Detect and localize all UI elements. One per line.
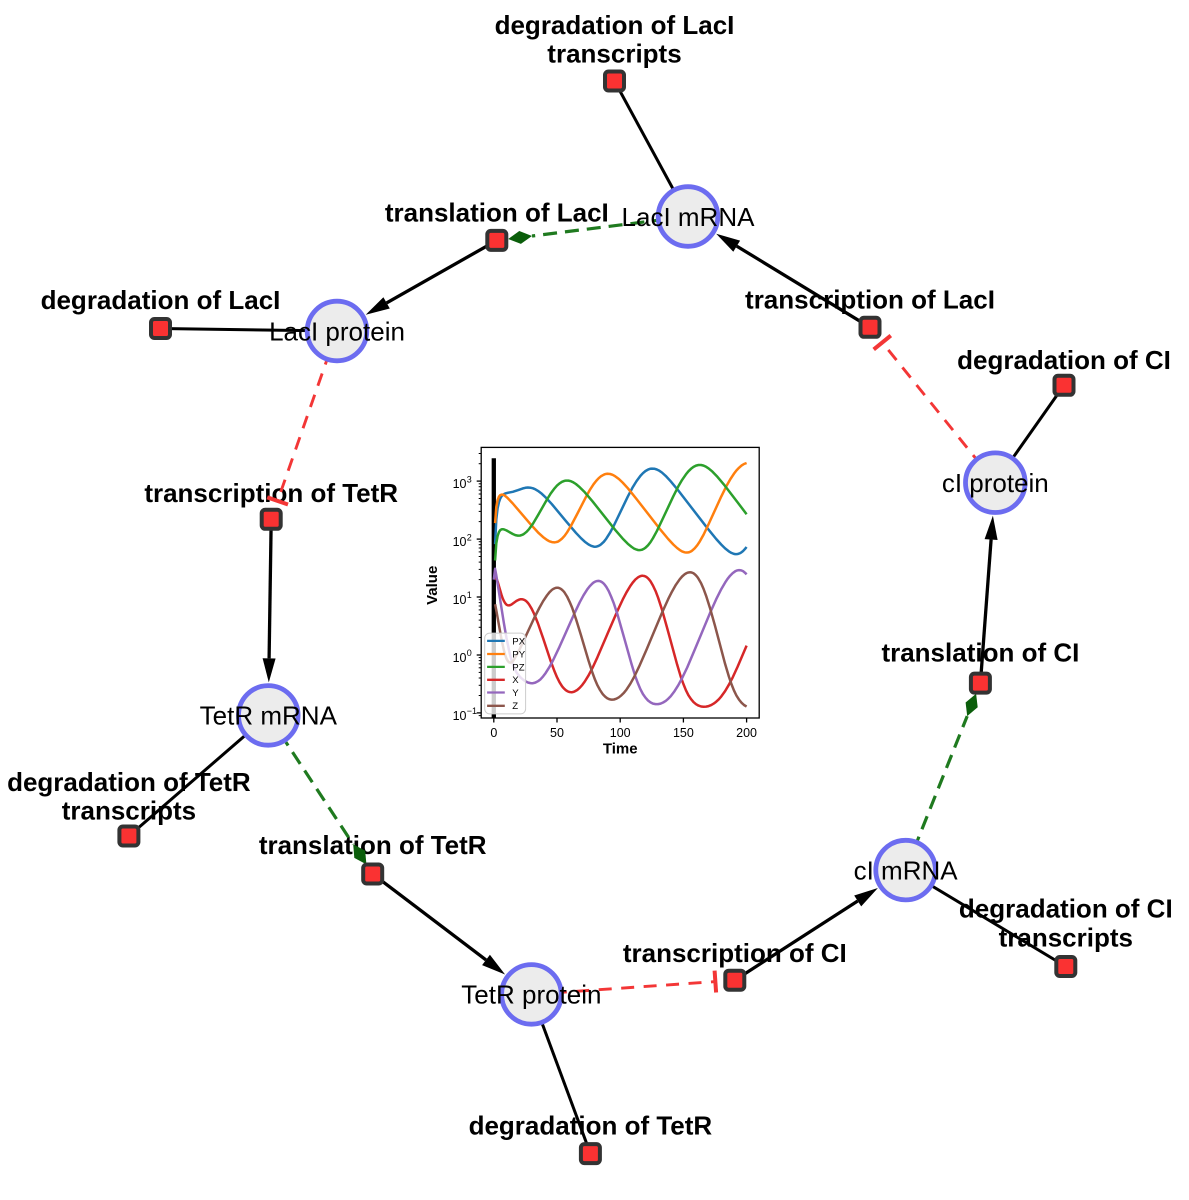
- svg-text:degradation of LacI: degradation of LacI: [41, 285, 281, 315]
- svg-text:200: 200: [736, 726, 757, 740]
- svg-text:degradation of TetR: degradation of TetR: [469, 1111, 713, 1141]
- svg-text:10: 10: [453, 535, 467, 549]
- svg-text:100: 100: [610, 726, 631, 740]
- svg-text:50: 50: [550, 726, 564, 740]
- svg-text:0: 0: [490, 726, 497, 740]
- svg-text:transcription of LacI: transcription of LacI: [745, 284, 995, 314]
- svg-text:10: 10: [453, 593, 467, 607]
- svg-text:translation of LacI: translation of LacI: [385, 198, 609, 228]
- svg-text:degradation of LacI: degradation of LacI: [495, 10, 735, 40]
- svg-text:Time: Time: [603, 741, 638, 758]
- svg-text:Z: Z: [512, 701, 518, 712]
- svg-text:transcripts: transcripts: [999, 922, 1133, 952]
- svg-text:Value: Value: [424, 566, 441, 605]
- svg-text:10: 10: [453, 709, 467, 723]
- svg-text:cI mRNA: cI mRNA: [854, 855, 959, 885]
- svg-text:3: 3: [467, 474, 472, 484]
- svg-text:0: 0: [467, 648, 472, 658]
- svg-text:−1: −1: [467, 706, 477, 716]
- svg-text:1: 1: [467, 590, 472, 600]
- svg-text:X: X: [512, 675, 519, 686]
- svg-text:translation of TetR: translation of TetR: [259, 830, 487, 860]
- svg-text:degradation of CI: degradation of CI: [959, 894, 1173, 924]
- svg-text:TetR mRNA: TetR mRNA: [200, 701, 338, 731]
- svg-text:transcripts: transcripts: [547, 39, 681, 69]
- svg-text:10: 10: [453, 651, 467, 665]
- svg-text:2: 2: [467, 532, 472, 542]
- svg-text:LacI protein: LacI protein: [269, 316, 405, 346]
- svg-text:PX: PX: [512, 636, 525, 647]
- svg-text:transcripts: transcripts: [62, 795, 196, 825]
- svg-text:transcription of TetR: transcription of TetR: [144, 478, 398, 508]
- svg-text:PZ: PZ: [512, 662, 524, 673]
- svg-text:10: 10: [453, 477, 467, 491]
- svg-text:LacI mRNA: LacI mRNA: [622, 202, 756, 232]
- svg-text:degradation of CI: degradation of CI: [957, 345, 1171, 375]
- svg-text:degradation of TetR: degradation of TetR: [7, 767, 251, 797]
- svg-text:Y: Y: [512, 688, 519, 699]
- svg-text:PY: PY: [512, 649, 525, 660]
- svg-text:transcription of CI: transcription of CI: [623, 938, 847, 968]
- svg-text:TetR protein: TetR protein: [461, 980, 601, 1010]
- svg-text:cI protein: cI protein: [942, 468, 1049, 498]
- svg-text:150: 150: [673, 726, 694, 740]
